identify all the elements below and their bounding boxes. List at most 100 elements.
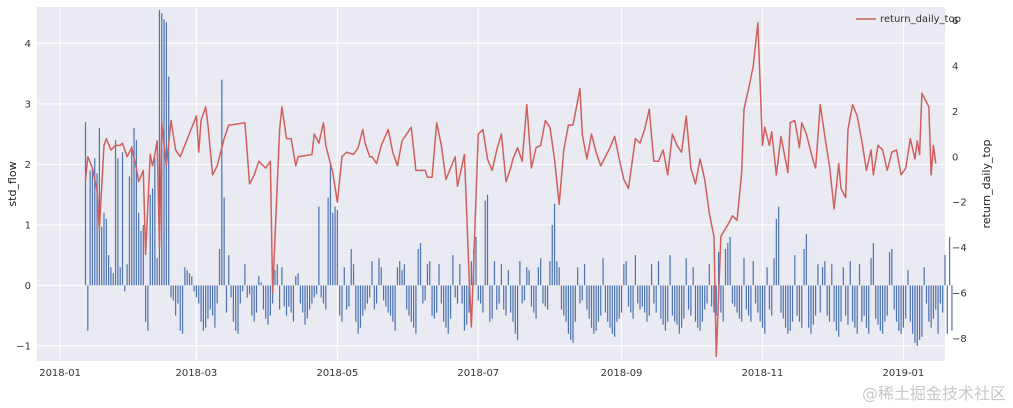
bar: [671, 285, 673, 316]
bar: [408, 285, 410, 316]
bar: [544, 285, 546, 307]
bar: [560, 285, 563, 310]
bar: [865, 285, 868, 328]
bar: [565, 285, 567, 322]
left-axis-label: std_flow: [6, 161, 19, 206]
bar: [341, 285, 343, 322]
bar: [583, 264, 586, 286]
bar: [419, 243, 422, 286]
bar: [932, 285, 935, 319]
bar: [195, 285, 198, 298]
bar: [607, 285, 609, 322]
bar: [154, 158, 156, 286]
bar: [925, 285, 928, 304]
bar: [318, 206, 320, 286]
bar: [690, 285, 692, 316]
bar: [653, 285, 655, 304]
return-daily-top-line: [84, 22, 937, 358]
bar: [831, 264, 833, 286]
bar: [577, 267, 579, 286]
bar: [489, 285, 491, 322]
bar: [669, 255, 671, 286]
bar: [216, 285, 218, 304]
bar: [188, 273, 191, 286]
bar: [773, 258, 775, 286]
x-tick-label: 2018-03: [176, 368, 218, 379]
bar: [459, 264, 461, 286]
bar: [523, 285, 526, 301]
bar: [757, 285, 759, 313]
bar: [879, 285, 881, 331]
bar: [493, 261, 496, 286]
bar: [916, 285, 918, 346]
bar: [433, 285, 435, 319]
bar: [683, 285, 685, 319]
bar: [237, 285, 239, 334]
bar: [602, 258, 604, 286]
bar: [530, 285, 533, 307]
bar: [272, 285, 274, 304]
bar: [498, 285, 500, 304]
bar: [944, 255, 946, 286]
bar: [796, 285, 798, 316]
bar: [276, 264, 278, 286]
bar: [306, 285, 308, 319]
bar: [600, 285, 602, 316]
bar: [768, 285, 771, 310]
bar: [845, 285, 847, 316]
bar: [84, 121, 87, 286]
bar: [556, 261, 558, 286]
bar: [704, 285, 706, 310]
bar: [888, 252, 891, 286]
bar: [838, 285, 840, 337]
bar: [914, 285, 916, 343]
bar: [251, 285, 253, 316]
bar: [369, 285, 371, 298]
bar: [778, 206, 780, 286]
bar: [193, 285, 195, 292]
bar: [775, 218, 777, 286]
bar: [833, 285, 835, 322]
bar: [362, 285, 364, 316]
bar: [734, 285, 736, 307]
bar: [292, 285, 295, 322]
bar: [350, 249, 352, 286]
bar: [279, 285, 281, 310]
bar: [424, 285, 426, 301]
bar: [228, 255, 230, 286]
bar: [616, 285, 618, 322]
bar: [392, 285, 394, 322]
bar: [764, 285, 766, 334]
bar: [191, 276, 193, 286]
bar: [443, 285, 445, 322]
bar: [623, 264, 625, 286]
bar: [808, 285, 810, 328]
bar: [144, 285, 147, 322]
bar: [399, 261, 401, 286]
bar: [863, 285, 865, 316]
bar: [745, 285, 747, 310]
bar: [817, 264, 819, 286]
bar: [253, 285, 255, 322]
bar: [128, 176, 131, 286]
bar: [563, 285, 565, 316]
bar: [225, 285, 228, 313]
bar: [951, 285, 953, 331]
bar: [205, 285, 207, 328]
bar: [339, 285, 341, 316]
bar: [103, 212, 105, 286]
bar: [713, 285, 715, 313]
bar: [759, 285, 761, 322]
bar: [664, 285, 667, 331]
bar: [87, 285, 89, 331]
bar: [528, 270, 530, 286]
bar: [410, 285, 412, 322]
bar: [540, 258, 542, 286]
bar: [828, 285, 831, 322]
bar: [466, 285, 468, 325]
bar: [750, 285, 752, 322]
bar: [108, 255, 110, 286]
right-y-ticks: −8 −6 −4 −2 0 2 4 6: [952, 16, 967, 345]
bar: [463, 285, 466, 331]
bar: [138, 212, 140, 286]
